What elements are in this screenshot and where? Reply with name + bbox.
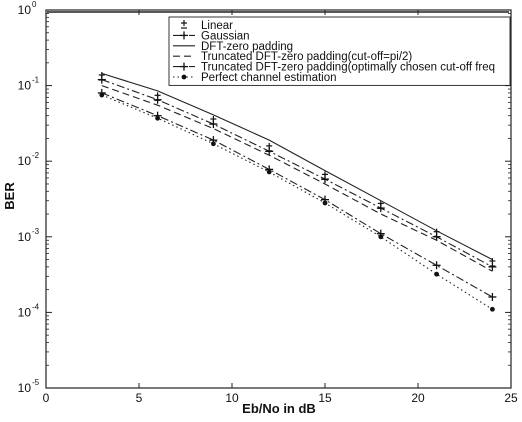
series-4 (101, 85, 493, 272)
plot-frame (45, 9, 512, 389)
y-tick-label: 10 (18, 3, 32, 17)
series-line (101, 92, 493, 298)
y-tick-exponent: 0 (32, 0, 37, 9)
y-tick-label: 10 (18, 305, 32, 319)
y-tick-exponent: -5 (32, 378, 40, 387)
data-point (211, 141, 216, 147)
legend-label: Gaussian (201, 30, 250, 42)
x-tick-label: 25 (504, 391, 518, 405)
data-point (181, 74, 187, 80)
y-tick-exponent: -4 (32, 302, 40, 311)
data-point (434, 271, 439, 277)
x-tick-label: 20 (411, 391, 425, 405)
series-layer (97, 71, 497, 312)
legend-label: Truncated DFT-zero padding(optimally cho… (201, 62, 495, 74)
y-tick-label: 10 (18, 230, 32, 244)
data-point (490, 306, 495, 312)
plot-area (45, 9, 512, 389)
x-tick-label: 10 (225, 391, 239, 405)
y-tick-label: 10 (18, 381, 32, 395)
series-3 (101, 72, 493, 261)
x-tick-label: 15 (318, 391, 332, 405)
series-line (101, 94, 493, 310)
series-line (101, 85, 493, 272)
series-6 (99, 92, 495, 312)
series-5 (97, 88, 497, 301)
y-axis-title: BER (2, 182, 17, 210)
x-tick-label: 5 (136, 391, 143, 405)
series-2 (97, 75, 497, 271)
y-tick-label: 10 (18, 79, 32, 93)
series-line (101, 72, 493, 261)
data-point (155, 115, 161, 121)
y-tick-exponent: -1 (32, 76, 40, 85)
legend-box (168, 16, 511, 86)
data-point (322, 200, 328, 206)
y-tick-exponent: -2 (32, 151, 40, 160)
y-tick-exponent: -3 (32, 227, 40, 236)
data-point (378, 234, 384, 240)
legend-label: Linear (201, 20, 233, 32)
x-axis: 0 5 10 15 20 25 (43, 10, 518, 405)
legend-label: Perfect channel estimation (201, 72, 337, 84)
x-axis-title: Eb/No in dB (242, 401, 316, 416)
data-point (99, 92, 105, 98)
x-tick-label: 0 (43, 391, 50, 405)
legend-label: DFT-zero padding (201, 41, 293, 53)
data-point (266, 169, 272, 175)
y-tick-label: 10 (18, 154, 32, 168)
series-line (101, 79, 493, 268)
legend-label: Truncated DFT-zero padding(cut-off=pi/2) (201, 51, 412, 63)
